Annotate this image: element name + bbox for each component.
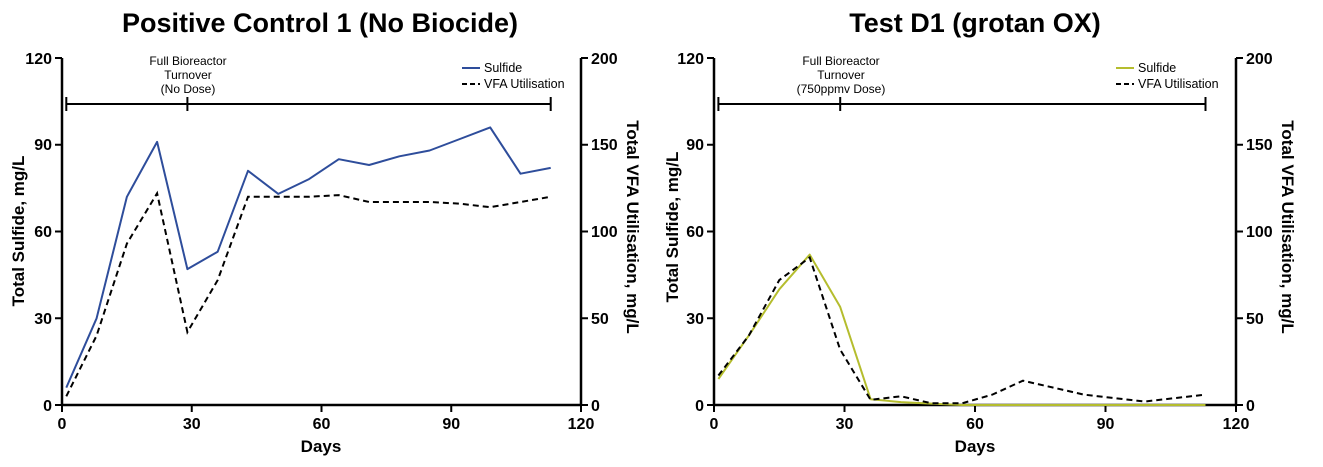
annotation-line-2: Turnover bbox=[817, 68, 865, 82]
y-tick-label: 30 bbox=[34, 311, 52, 328]
right-y-ticks: 0 50 100 150 200 bbox=[581, 51, 618, 415]
y2-tick-label: 200 bbox=[1246, 51, 1273, 68]
y2-tick-label: 0 bbox=[1246, 398, 1255, 415]
y2-tick-label: 50 bbox=[591, 311, 609, 328]
x-tick-label: 30 bbox=[836, 416, 854, 433]
left-y-ticks: 0 30 60 90 120 bbox=[25, 51, 62, 415]
turnover-annotation: Full Bioreactor Turnover (No Dose) bbox=[65, 54, 552, 111]
annotation-line-2: Turnover bbox=[164, 68, 212, 82]
right-y-ticks: 0 50 100 150 200 bbox=[1236, 51, 1273, 415]
y2-tick-label: 200 bbox=[591, 51, 618, 68]
y2-tick-label: 100 bbox=[1246, 224, 1273, 241]
y-tick-label: 120 bbox=[677, 51, 704, 68]
y2-axis-label: Total VFA Utilisation, mg/L bbox=[623, 120, 642, 333]
y2-tick-label: 100 bbox=[591, 224, 618, 241]
x-tick-label: 120 bbox=[1223, 416, 1250, 433]
y-axis-label: Total Sulfide, mg/L bbox=[9, 156, 28, 307]
legend: Sulfide VFA Utilisation bbox=[462, 61, 565, 91]
vfa-utilisation-line bbox=[65, 190, 551, 397]
x-tick-label: 30 bbox=[183, 416, 201, 433]
sulfide-line bbox=[717, 253, 1206, 406]
x-ticks: 0 30 60 90 120 bbox=[58, 405, 595, 433]
legend: Sulfide VFA Utilisation bbox=[1116, 61, 1219, 91]
y-tick-label: 90 bbox=[34, 137, 52, 154]
turnover-annotation: Full Bioreactor Turnover (750ppmv Dose) bbox=[717, 54, 1207, 111]
chart-panel-1: Positive Control 1 (No Biocide) 0 30 60 … bbox=[9, 8, 642, 456]
annotation-line-1: Full Bioreactor bbox=[149, 54, 226, 68]
y2-tick-label: 150 bbox=[1246, 137, 1273, 154]
vfa-utilisation-line bbox=[717, 255, 1206, 405]
y-axis-label: Total Sulfide, mg/L bbox=[663, 152, 682, 303]
left-y-ticks: 0 30 60 90 120 bbox=[677, 51, 714, 415]
chart-panel-2: Test D1 (grotan OX) 0 30 60 90 120 0 50 … bbox=[663, 8, 1297, 456]
legend-label-vfa: VFA Utilisation bbox=[484, 77, 565, 91]
x-tick-label: 60 bbox=[966, 416, 984, 433]
x-tick-label: 0 bbox=[710, 416, 719, 433]
x-axis-label: Days bbox=[301, 437, 342, 456]
annotation-line-3: (750ppmv Dose) bbox=[797, 82, 886, 96]
y-tick-label: 60 bbox=[686, 224, 704, 241]
annotation-line-1: Full Bioreactor bbox=[802, 54, 879, 68]
sulfide-line bbox=[65, 126, 551, 389]
y-tick-label: 0 bbox=[43, 398, 52, 415]
y2-axis-label: Total VFA Utilisation, mg/L bbox=[1278, 120, 1297, 333]
x-axis-label: Days bbox=[955, 437, 996, 456]
y-tick-label: 120 bbox=[25, 51, 52, 68]
chart-title: Test D1 (grotan OX) bbox=[849, 8, 1101, 38]
x-tick-label: 90 bbox=[442, 416, 460, 433]
y2-tick-label: 150 bbox=[591, 137, 618, 154]
x-tick-label: 120 bbox=[568, 416, 595, 433]
x-tick-label: 0 bbox=[58, 416, 67, 433]
x-ticks: 0 30 60 90 120 bbox=[710, 405, 1250, 433]
y2-tick-label: 0 bbox=[591, 398, 600, 415]
legend-label-vfa: VFA Utilisation bbox=[1138, 77, 1219, 91]
legend-label-sulfide: Sulfide bbox=[1138, 61, 1176, 75]
y-tick-label: 0 bbox=[695, 398, 704, 415]
y-tick-label: 30 bbox=[686, 311, 704, 328]
x-tick-label: 60 bbox=[313, 416, 331, 433]
x-tick-label: 90 bbox=[1097, 416, 1115, 433]
chart-title: Positive Control 1 (No Biocide) bbox=[122, 8, 518, 38]
annotation-line-3: (No Dose) bbox=[161, 82, 216, 96]
y2-tick-label: 50 bbox=[1246, 311, 1264, 328]
y-tick-label: 90 bbox=[686, 137, 704, 154]
legend-label-sulfide: Sulfide bbox=[484, 61, 522, 75]
y-tick-label: 60 bbox=[34, 224, 52, 241]
